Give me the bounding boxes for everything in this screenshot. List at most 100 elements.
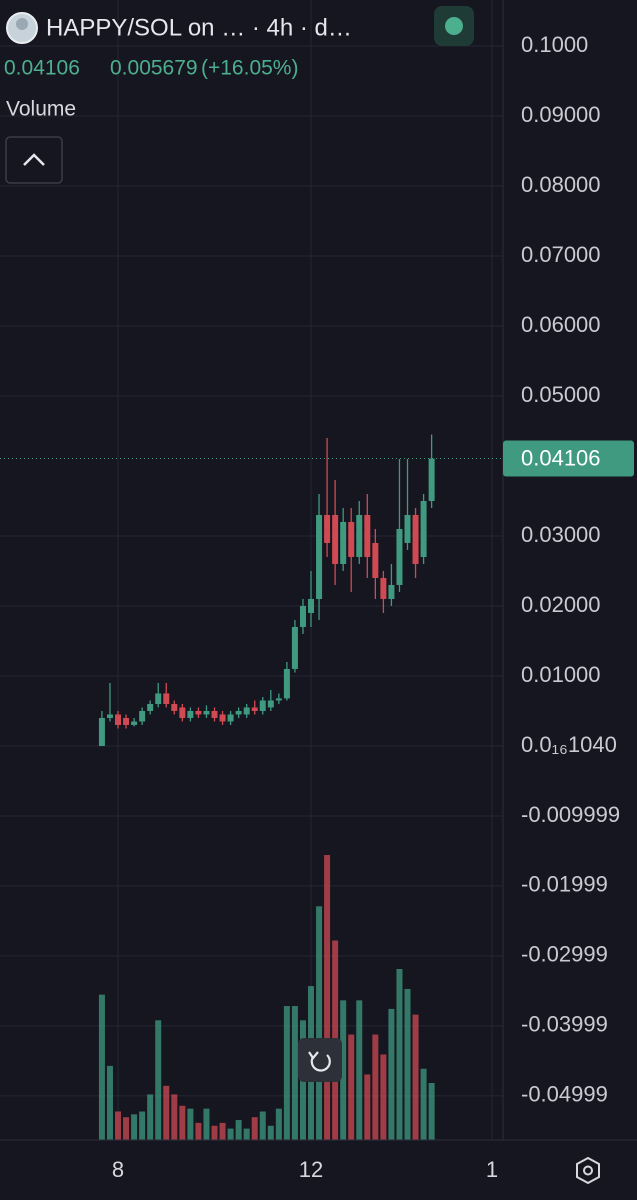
volume-bar bbox=[219, 1122, 226, 1140]
candle-body bbox=[283, 668, 290, 699]
volume-bar bbox=[404, 988, 411, 1140]
last-price-tag bbox=[503, 440, 634, 477]
volume-bar bbox=[115, 1111, 122, 1140]
volume-bar bbox=[388, 1008, 395, 1140]
symbol-title: HAPPY/SOL on … · 4h · d… bbox=[46, 14, 352, 41]
volume-bar bbox=[283, 1006, 290, 1140]
y-tick-label: 0.02000 bbox=[521, 592, 601, 617]
volume-bar bbox=[267, 1125, 274, 1140]
candle-body bbox=[356, 514, 363, 557]
candle-body bbox=[348, 521, 355, 557]
volume-bar bbox=[251, 1117, 258, 1140]
volume-bar bbox=[179, 1105, 186, 1140]
volume-bar bbox=[428, 1083, 435, 1140]
reset-button[interactable] bbox=[298, 1038, 342, 1082]
candle-body bbox=[299, 605, 306, 627]
volume-bar bbox=[106, 1065, 113, 1140]
candle-body bbox=[340, 521, 347, 564]
volume-bar bbox=[420, 1068, 427, 1140]
candle-body bbox=[163, 693, 170, 704]
status-dot bbox=[445, 17, 463, 35]
x-tick-label: 8 bbox=[112, 1157, 124, 1182]
volume-bar bbox=[187, 1108, 194, 1140]
volume-bar bbox=[259, 1111, 266, 1140]
indicator-label: Volume bbox=[6, 98, 76, 121]
volume-bar bbox=[123, 1117, 130, 1140]
x-tick-label: 12 bbox=[299, 1157, 323, 1182]
volume-bar bbox=[372, 1034, 379, 1140]
price-change-pct: (+16.05%) bbox=[201, 57, 298, 80]
candle-body bbox=[123, 717, 130, 725]
volume-bar bbox=[235, 1120, 242, 1140]
candle-body bbox=[227, 714, 234, 722]
volume-bar bbox=[147, 1094, 154, 1140]
y-tick-label: 0.0₁₆1040 bbox=[521, 732, 617, 757]
reset-icon-arrow bbox=[308, 1051, 319, 1060]
volume-bar bbox=[291, 1006, 298, 1140]
candle-body bbox=[179, 707, 186, 718]
candle-body bbox=[404, 514, 411, 543]
volume-bar bbox=[139, 1111, 146, 1140]
reset-icon bbox=[310, 1054, 331, 1072]
candle-body bbox=[420, 500, 427, 557]
header: HAPPY/SOL on … · 4h · d… 0.04106 0.00567… bbox=[4, 6, 474, 184]
reset-button-bg[interactable] bbox=[298, 1038, 342, 1082]
volume-bar bbox=[396, 969, 403, 1140]
candle-body bbox=[171, 703, 178, 711]
volume-bar bbox=[227, 1128, 234, 1140]
last-price-tag-label: 0.04106 bbox=[521, 445, 601, 470]
volume-bar bbox=[324, 855, 331, 1140]
candle-body bbox=[155, 693, 162, 704]
candle-body bbox=[203, 710, 210, 715]
volume-bar bbox=[348, 1034, 355, 1140]
candle-body bbox=[98, 717, 105, 746]
candle-body bbox=[332, 514, 339, 564]
y-tick-label: 0.1000 bbox=[521, 32, 588, 57]
plot-area bbox=[0, 0, 503, 1140]
y-tick-label: 0.03000 bbox=[521, 522, 601, 547]
candle-body bbox=[388, 584, 395, 599]
y-tick-label: -0.01999 bbox=[521, 872, 608, 897]
last-price: 0.04106 bbox=[4, 57, 80, 80]
candle-body bbox=[380, 577, 387, 599]
candle-body bbox=[251, 707, 258, 711]
y-tick-label: -0.02999 bbox=[521, 942, 608, 967]
candle-body bbox=[412, 514, 419, 564]
y-tick-label: 0.06000 bbox=[521, 312, 601, 337]
candle-body bbox=[187, 710, 194, 718]
y-tick-label: 0.08000 bbox=[521, 172, 601, 197]
y-tick-label: -0.04999 bbox=[521, 1082, 608, 1107]
volume-bar bbox=[98, 994, 105, 1140]
y-tick-label: 0.01000 bbox=[521, 662, 601, 687]
volume-bar bbox=[155, 1020, 162, 1140]
volume-bar bbox=[364, 1074, 371, 1140]
candle-body bbox=[291, 626, 298, 669]
y-tick-label: 0.09000 bbox=[521, 102, 601, 127]
x-tick-label: 1 bbox=[486, 1157, 498, 1182]
volume-bar bbox=[243, 1128, 250, 1140]
candle-body bbox=[324, 514, 331, 543]
candle-body bbox=[235, 710, 242, 715]
candle-body bbox=[259, 700, 266, 711]
candle-body bbox=[106, 714, 113, 718]
volume-bar bbox=[412, 1014, 419, 1140]
candle-body bbox=[243, 707, 250, 715]
candle-body bbox=[396, 528, 403, 585]
candle-body bbox=[115, 714, 122, 725]
candle-body bbox=[308, 598, 315, 613]
y-tick-label: -0.03999 bbox=[521, 1012, 608, 1037]
volume-bar bbox=[163, 1085, 170, 1140]
price-change: 0.005679 bbox=[110, 57, 198, 80]
candle-body bbox=[211, 710, 218, 718]
volume-bar bbox=[316, 906, 323, 1140]
candle-body bbox=[428, 458, 435, 501]
collapse-button[interactable] bbox=[5, 136, 63, 184]
candle-body bbox=[219, 714, 226, 722]
candle-body bbox=[267, 700, 274, 708]
volume-bar bbox=[131, 1114, 138, 1140]
volume-bar bbox=[275, 1108, 282, 1140]
y-tick-label: -0.009999 bbox=[521, 802, 620, 827]
settings-icon[interactable] bbox=[576, 1156, 600, 1185]
